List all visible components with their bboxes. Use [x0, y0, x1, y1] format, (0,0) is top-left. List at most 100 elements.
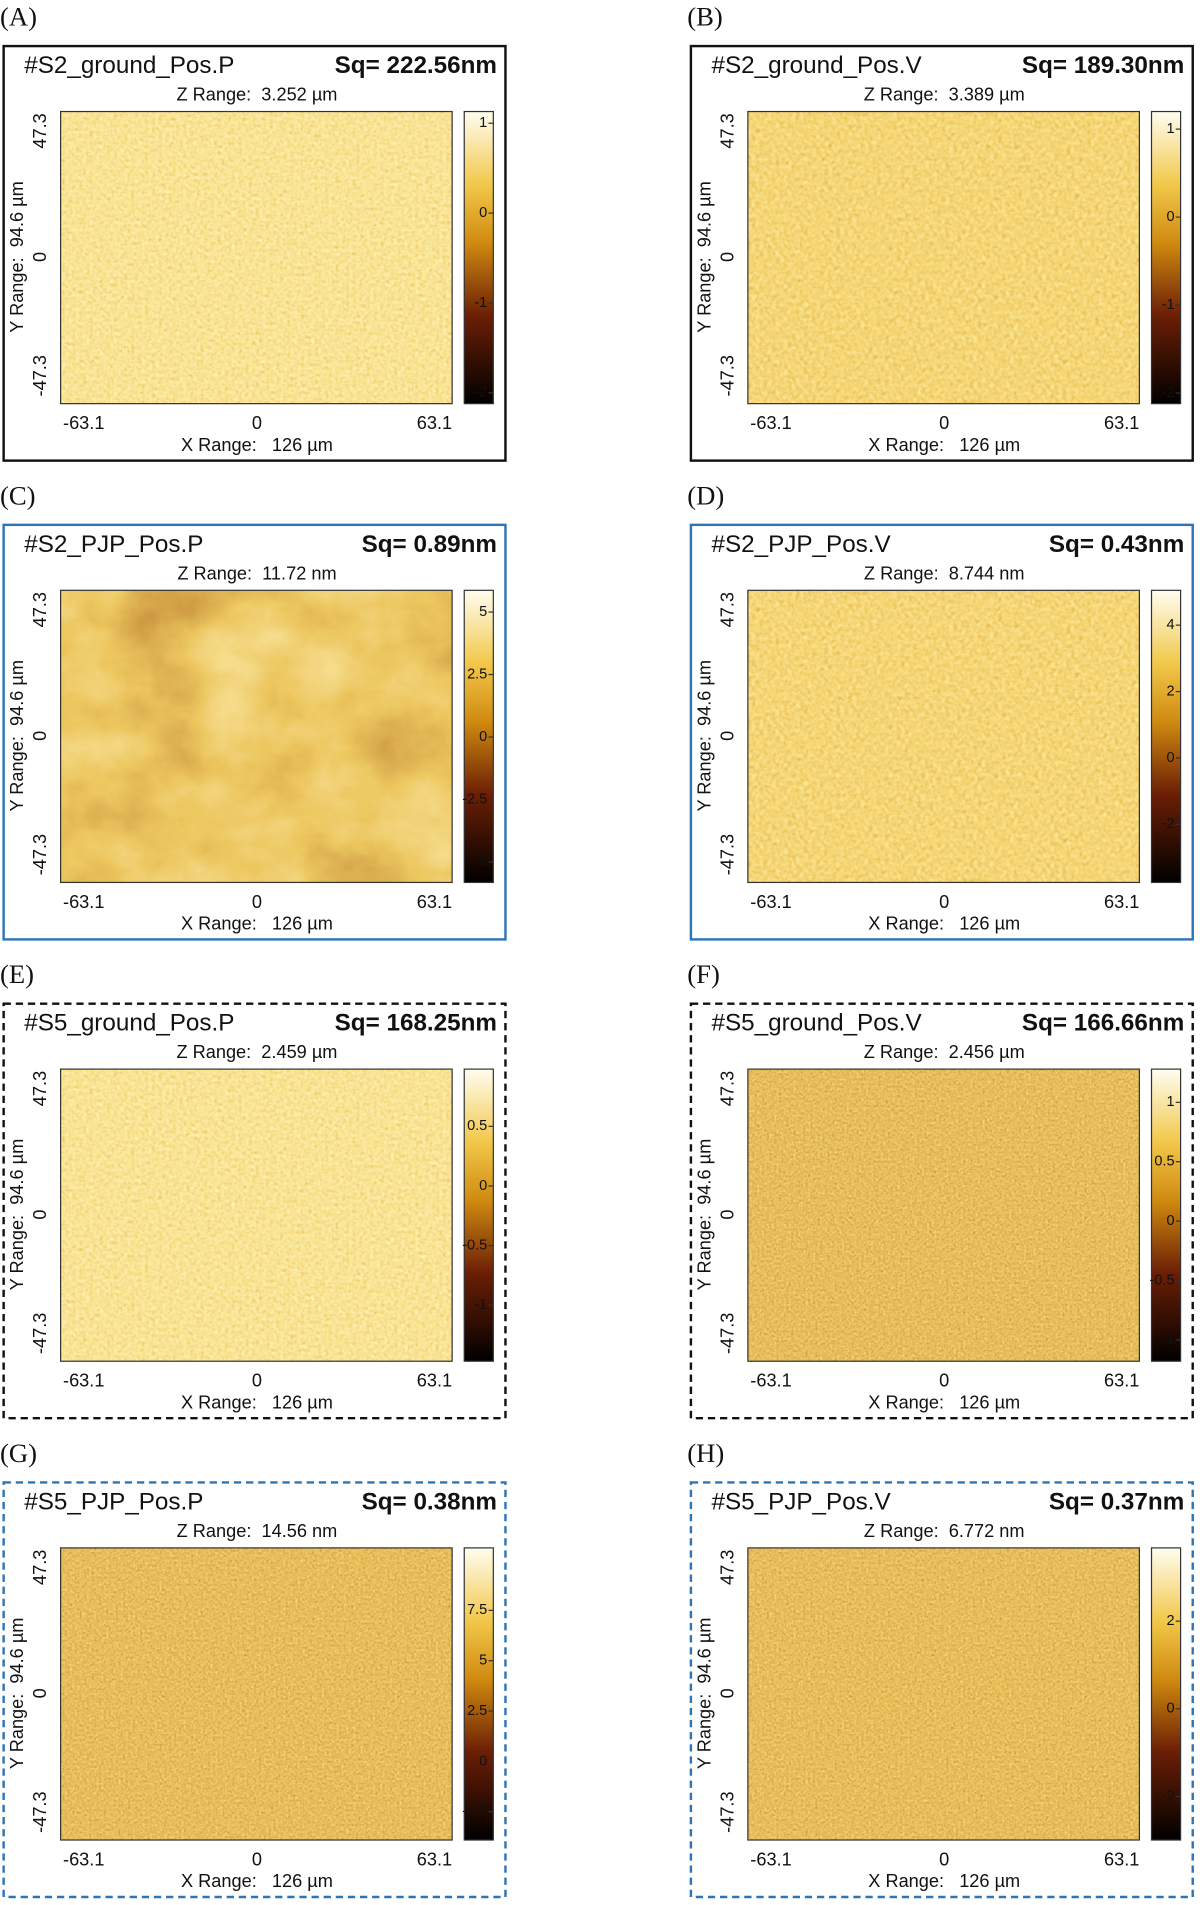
y-tick-label: -47.3: [717, 1313, 737, 1354]
panel-label: (E): [0, 959, 34, 989]
y-tick-label: 0: [717, 1688, 737, 1698]
panel: (A) #S2_ground_Pos.P Sq= 222.56nm Z Range: …: [0, 2, 507, 462]
panel: (H) #S5_PJP_Pos.V Sq= 0.37nm Z Range: 6.772…: [687, 1438, 1194, 1899]
colorbar-tick-label: 0: [1166, 209, 1174, 225]
colorbar: [463, 1547, 494, 1841]
y-tick-label: 0: [30, 252, 50, 262]
y-tick-label: -47.3: [30, 355, 50, 396]
y-tick-label: 0: [717, 1210, 737, 1220]
z-range: Z Range: 3.252 µm: [176, 85, 337, 105]
y-tick-label: -47.3: [30, 1313, 50, 1354]
y-axis-label: Y Range: 94.6 µm: [7, 660, 27, 812]
colorbar-tick-label: 0: [1166, 1701, 1174, 1717]
afm-image: [60, 1069, 453, 1362]
panel-title: #S5_PJP_Pos.V: [712, 1488, 892, 1515]
y-tick-label: 47.3: [717, 1550, 737, 1585]
z-range: Z Range: 2.456 µm: [864, 1042, 1025, 1062]
x-axis-label: X Range: 126 µm: [181, 1871, 333, 1891]
y-tick-label: 0: [717, 731, 737, 741]
sq-value: Sq= 0.38nm: [362, 1488, 497, 1515]
x-tick-label: -63.1: [63, 1849, 104, 1869]
panel-label: (F): [687, 959, 720, 989]
colorbar-tick-label: 0: [1166, 750, 1174, 766]
afm-image: [747, 1069, 1140, 1362]
colorbar: [463, 1068, 494, 1362]
x-tick-label: 63.1: [1104, 892, 1139, 912]
x-tick-label: 63.1: [417, 1849, 452, 1869]
colorbar-tick-label: 4: [1166, 617, 1174, 633]
y-axis-label: Y Range: 94.6 µm: [7, 181, 27, 333]
panel: (F) #S5_ground_Pos.V Sq= 166.66nm Z Range: …: [687, 959, 1194, 1420]
image-border: [747, 110, 1140, 405]
image-border: [60, 1547, 453, 1841]
x-tick-label: -63.1: [63, 892, 104, 912]
y-axis-label: Y Range: 94.6 µm: [7, 1618, 27, 1770]
y-tick-label: -47.3: [30, 1791, 50, 1832]
colorbar-tick-label: 1: [479, 115, 487, 131]
colorbar-tick-label: -0.5: [1149, 1272, 1174, 1288]
y-tick-label: 47.3: [30, 113, 50, 148]
colorbar: [1150, 1547, 1182, 1841]
x-tick-label: 63.1: [417, 892, 452, 912]
y-tick-label: 47.3: [717, 113, 737, 148]
x-tick-label: 0: [252, 413, 262, 433]
x-tick-label: 0: [939, 892, 949, 912]
panel-frame: [2, 523, 507, 941]
image-border: [60, 110, 453, 405]
colorbar-tick-label: 0.5: [467, 1118, 487, 1134]
image-border: [747, 589, 1140, 884]
x-tick-label: -63.1: [750, 892, 791, 912]
image-border: [60, 589, 453, 884]
y-tick-label: -47.3: [717, 1791, 737, 1832]
colorbar-tick-label: -0.5: [462, 1237, 487, 1253]
sq-value: Sq= 222.56nm: [335, 52, 497, 79]
afm-image: [60, 590, 453, 883]
x-axis-label: X Range: 126 µm: [868, 1871, 1020, 1891]
colorbar-tick-label: -2.5: [462, 1804, 487, 1820]
x-axis-label: X Range: 126 µm: [181, 435, 333, 455]
x-axis-label: X Range: 126 µm: [181, 914, 333, 934]
panel-label: (G): [0, 1438, 37, 1468]
panel-title: #S2_PJP_Pos.V: [712, 531, 892, 558]
colorbar-tick-label: 7.5: [467, 1602, 487, 1618]
y-tick-label: 0: [30, 731, 50, 741]
x-tick-label: 63.1: [1104, 413, 1139, 433]
colorbar-tick-label: 0: [1166, 1213, 1174, 1229]
y-tick-label: -47.3: [717, 834, 737, 875]
panel: (B) #S2_ground_Pos.V Sq= 189.30nm Z Range: …: [687, 2, 1194, 462]
colorbar-tick-label: 2: [1166, 1613, 1174, 1629]
y-axis-label: Y Range: 94.6 µm: [694, 1139, 714, 1291]
colorbar-tick-label: -2.5: [462, 791, 487, 807]
x-tick-label: 63.1: [417, 1371, 452, 1391]
colorbar: [1150, 1068, 1182, 1362]
z-range: Z Range: 3.389 µm: [864, 85, 1025, 105]
y-tick-label: 0: [30, 1210, 50, 1220]
panel-label: (C): [0, 480, 36, 510]
x-tick-label: -63.1: [63, 413, 104, 433]
panel-frame: [2, 1002, 507, 1420]
sq-value: Sq= 0.37nm: [1049, 1488, 1184, 1515]
colorbar: [1150, 110, 1182, 405]
colorbar: [463, 589, 494, 884]
sq-value: Sq= 189.30nm: [1022, 52, 1184, 79]
x-axis-label: X Range: 126 µm: [868, 1392, 1020, 1412]
x-tick-label: 0: [252, 892, 262, 912]
y-tick-label: 47.3: [717, 1071, 737, 1106]
sq-value: Sq= 0.43nm: [1049, 531, 1184, 558]
y-axis-label: Y Range: 94.6 µm: [694, 181, 714, 333]
colorbar-tick-label: 0: [479, 1178, 487, 1194]
panel: (D) #S2_PJP_Pos.V Sq= 0.43nm Z Range: 8.744…: [687, 480, 1194, 941]
colorbar-tick-label: 5: [479, 604, 487, 620]
z-range: Z Range: 14.56 nm: [177, 1521, 338, 1541]
colorbar-tick-label: 2: [1166, 683, 1174, 699]
panel-frame: [2, 1481, 507, 1899]
panel: (E) #S5_ground_Pos.P Sq= 168.25nm Z Range: …: [0, 959, 507, 1420]
y-axis-label: Y Range: 94.6 µm: [694, 660, 714, 812]
colorbar-tick-label: -1: [1162, 297, 1175, 313]
x-tick-label: 0: [252, 1849, 262, 1869]
colorbar-tick-label: -2: [1162, 816, 1175, 832]
panel-frame: [2, 44, 507, 462]
panel-label: (A): [0, 2, 37, 32]
colorbar-tick-label: 2.5: [467, 1703, 487, 1719]
afm-image: [747, 111, 1140, 404]
